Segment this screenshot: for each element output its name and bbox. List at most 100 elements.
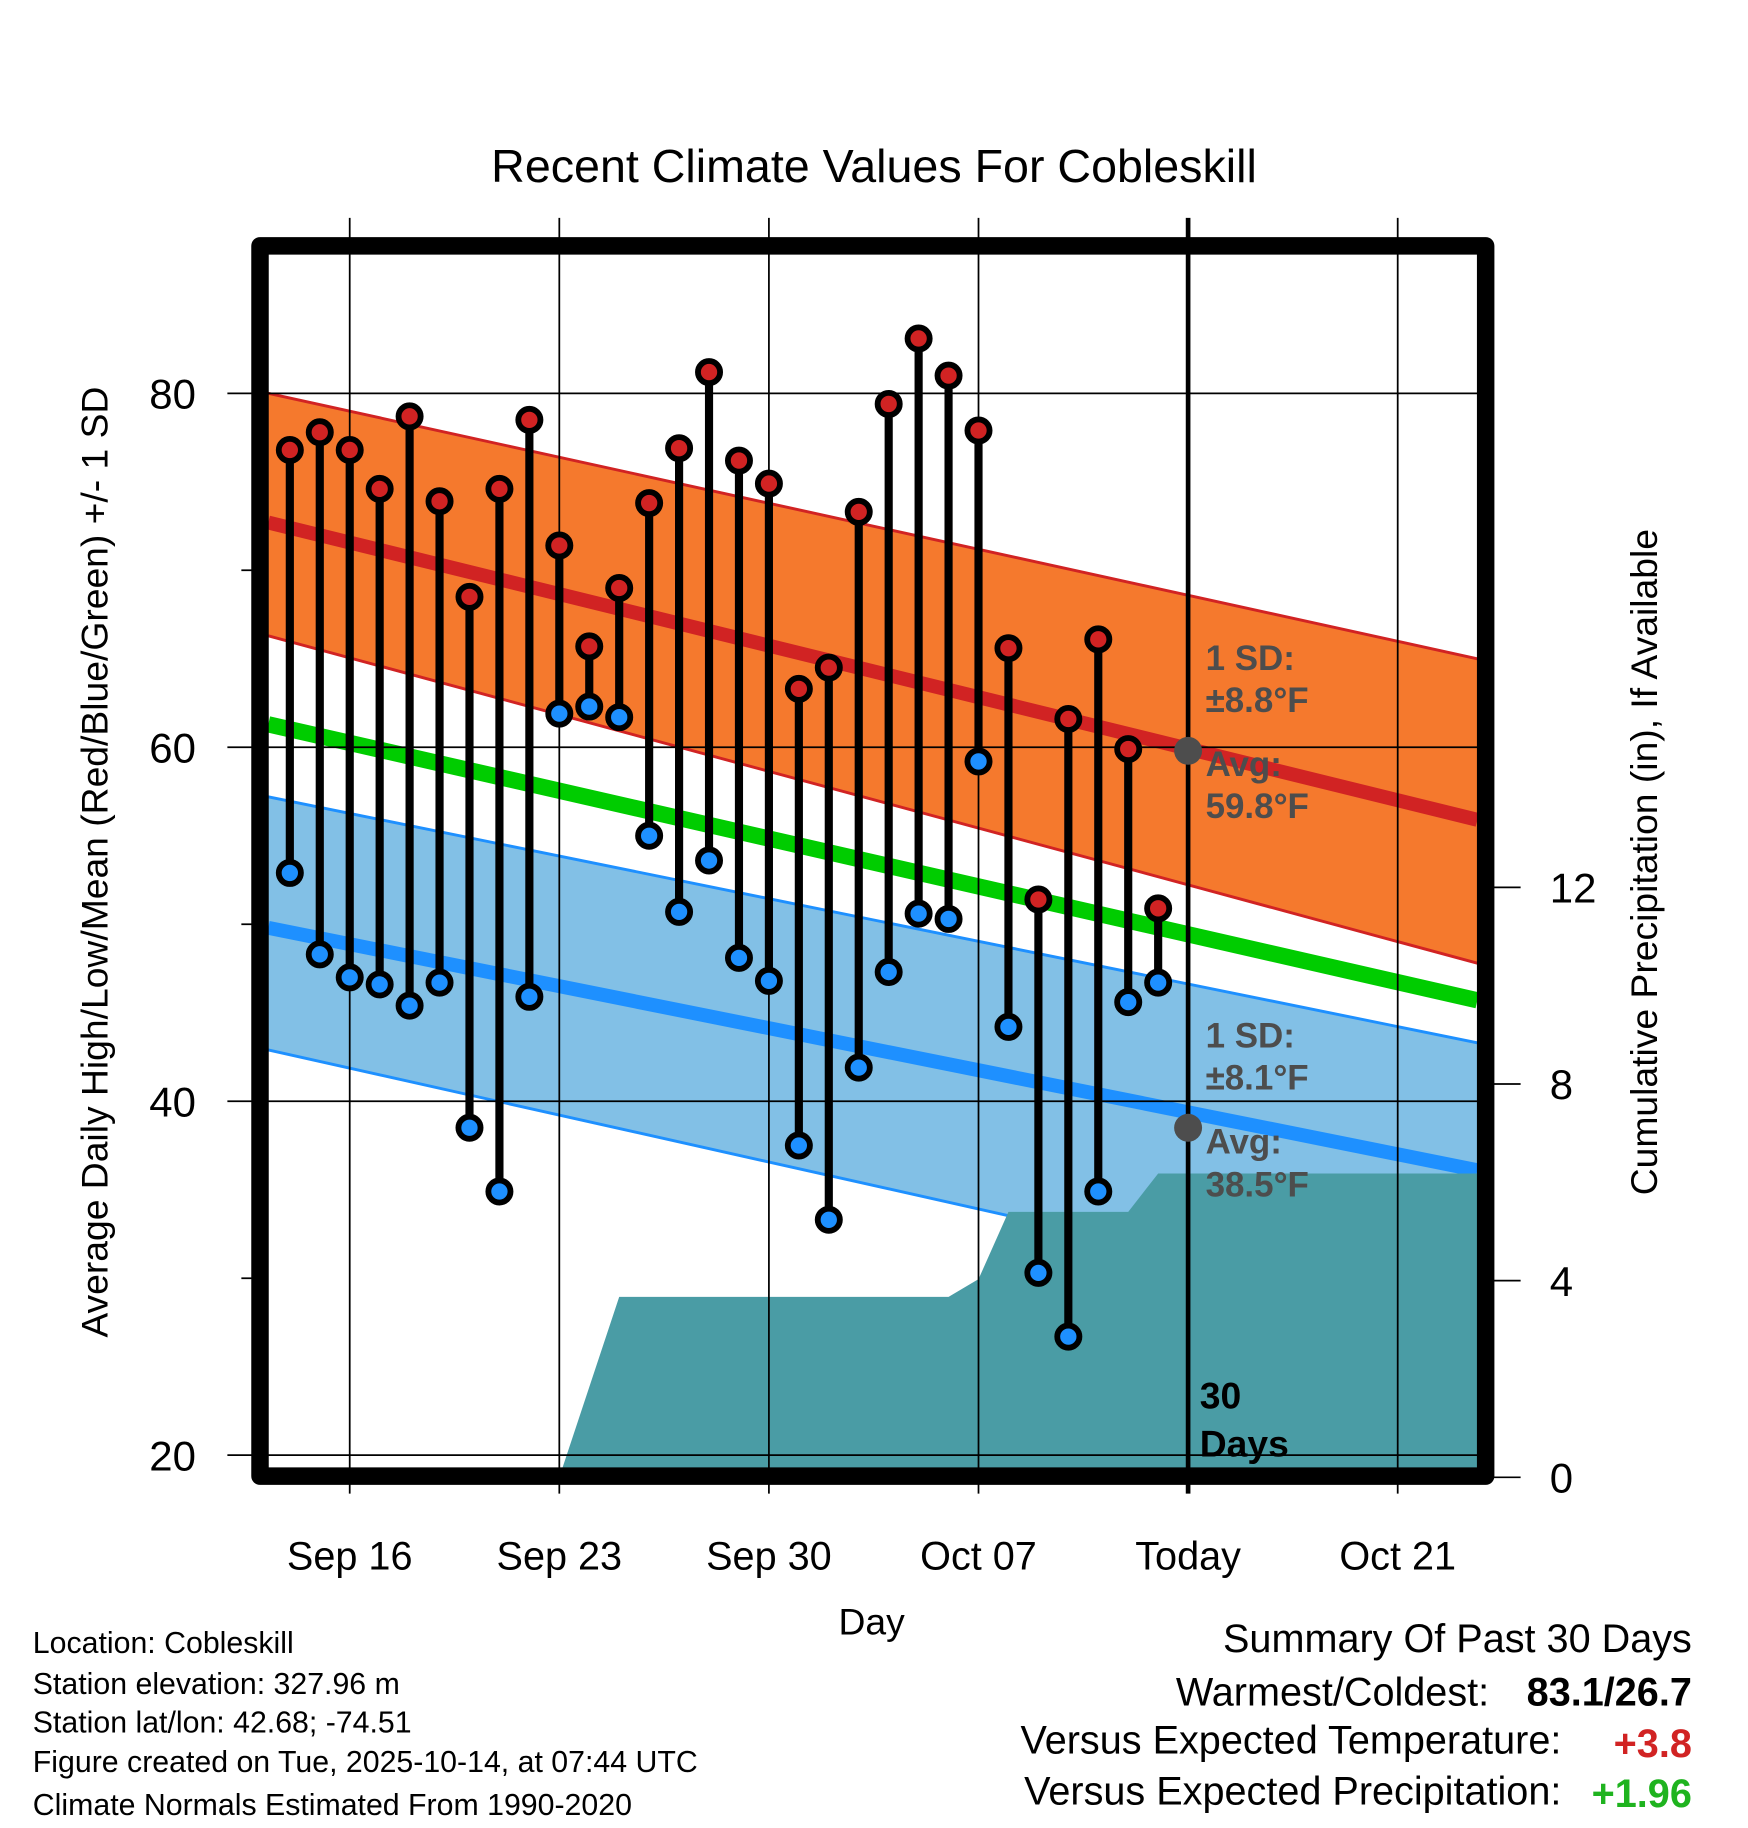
- summary-warm-cold-value: 83.1/26.7: [1527, 1671, 1692, 1715]
- daily-low-point: [635, 821, 664, 850]
- daily-low-point: [275, 858, 304, 887]
- daily-high-point: [754, 469, 783, 498]
- daily-high-point: [425, 487, 454, 516]
- annotation-high-avg-label: Avg:: [1206, 745, 1282, 784]
- footer-created: Figure created on Tue, 2025-10-14, at 07…: [33, 1746, 698, 1779]
- daily-high-point: [904, 324, 933, 353]
- summary-panel: Summary Of Past 30 Days Warmest/Coldest:…: [1020, 1617, 1691, 1816]
- y2-tick-label: 0: [1550, 1454, 1573, 1501]
- daily-low-point: [904, 899, 933, 928]
- daily-low-point: [695, 846, 724, 875]
- footer-elevation: Station elevation: 327.96 m: [33, 1668, 400, 1701]
- annotation-high-avg-value: 59.8°F: [1206, 787, 1309, 826]
- daily-low-point: [545, 699, 574, 728]
- low-avg-marker: [1174, 1113, 1203, 1142]
- y-tick-label: 60: [149, 724, 196, 771]
- daily-high-point: [485, 474, 514, 503]
- daily-low-point: [964, 747, 993, 776]
- footer-latlon: Station lat/lon: 42.68; -74.51: [33, 1706, 412, 1739]
- daily-low-point: [305, 940, 334, 969]
- daily-low-point: [814, 1205, 843, 1234]
- daily-high-point: [964, 416, 993, 445]
- y2-tick-label: 8: [1550, 1061, 1573, 1108]
- chart-title: Recent Climate Values For Cobleskill: [491, 140, 1257, 192]
- daily-low-point: [844, 1053, 873, 1082]
- daily-high-point: [1054, 704, 1083, 733]
- daily-high-point: [275, 435, 304, 464]
- y2-axis-label: Cumulative Precipitation (in), If Availa…: [1623, 529, 1665, 1195]
- daily-high-point: [784, 674, 813, 703]
- summary-temp-value: +3.8: [1614, 1722, 1692, 1766]
- x-tick-label: Sep 16: [287, 1534, 413, 1578]
- daily-low-point: [874, 958, 903, 987]
- daily-low-point: [665, 897, 694, 926]
- daily-high-point: [365, 474, 394, 503]
- daily-low-point: [485, 1177, 514, 1206]
- annotation-low-avg-label: Avg:: [1206, 1122, 1282, 1161]
- daily-low-point: [1054, 1322, 1083, 1351]
- y2-tick-label: 12: [1550, 864, 1597, 911]
- summary-precip-value: +1.96: [1592, 1772, 1692, 1816]
- daily-high-point: [934, 361, 963, 390]
- daily-high-point: [575, 632, 604, 661]
- daily-high-point: [724, 446, 753, 475]
- daily-low-point: [994, 1012, 1023, 1041]
- daily-high-point: [814, 653, 843, 682]
- x-tick-label: Today: [1135, 1534, 1241, 1578]
- daily-high-point: [1024, 885, 1053, 914]
- x-tick-label: Sep 30: [706, 1534, 832, 1578]
- daily-high-point: [665, 434, 694, 463]
- daily-high-point: [395, 402, 424, 431]
- daily-low-point: [455, 1113, 484, 1142]
- daily-high-point: [1144, 894, 1173, 923]
- daily-high-point: [305, 418, 334, 447]
- daily-low-point: [1084, 1177, 1113, 1206]
- y-axis-label: Average Daily High/Low/Mean (Red/Blue/Gr…: [73, 387, 115, 1338]
- y2-tick-label: 4: [1550, 1258, 1573, 1305]
- daily-low-point: [1114, 988, 1143, 1017]
- annotation-period-num: 30: [1200, 1375, 1241, 1417]
- x-tick-label: Oct 21: [1339, 1534, 1456, 1578]
- annotation-low-avg-value: 38.5°F: [1206, 1166, 1309, 1205]
- summary-precip-label: Versus Expected Precipitation:: [1024, 1770, 1561, 1814]
- normal-high-line: [268, 515, 1478, 827]
- summary-title: Summary Of Past 30 Days: [1223, 1617, 1692, 1661]
- daily-low-point: [754, 966, 783, 995]
- daily-low-point: [1144, 968, 1173, 997]
- daily-high-point: [994, 634, 1023, 663]
- plot-frame: [251, 237, 1495, 1485]
- daily-low-point: [575, 692, 604, 721]
- daily-low-point: [365, 970, 394, 999]
- plot-inner: [268, 391, 1478, 1468]
- x-tick-label: Oct 07: [920, 1534, 1037, 1578]
- high-sd-band-upper-edge: [268, 391, 1478, 661]
- daily-low-point: [784, 1131, 813, 1160]
- daily-high-point: [635, 489, 664, 518]
- annotation-low-sd-value: ±8.1°F: [1206, 1058, 1309, 1097]
- annotation-low-sd-label: 1 SD:: [1206, 1016, 1295, 1055]
- footer-normals: Climate Normals Estimated From 1990-2020: [33, 1789, 632, 1822]
- annotation-high-sd-label: 1 SD:: [1206, 639, 1295, 678]
- high-avg-marker: [1174, 736, 1203, 765]
- daily-high-point: [1114, 735, 1143, 764]
- daily-high-point: [455, 582, 484, 611]
- precipitation-area: [559, 1173, 1478, 1468]
- footer-info: Location: Cobleskill Station elevation: …: [33, 1627, 698, 1822]
- daily-high-point: [335, 435, 364, 464]
- summary-temp-label: Versus Expected Temperature:: [1020, 1718, 1561, 1762]
- daily-high-point: [874, 389, 903, 418]
- daily-low-point: [425, 968, 454, 997]
- daily-low-point: [934, 904, 963, 933]
- y-tick-label: 40: [149, 1078, 196, 1125]
- daily-low-point: [395, 991, 424, 1020]
- y-tick-label: 80: [149, 370, 196, 417]
- y-tick-label: 20: [149, 1432, 196, 1479]
- daily-low-point: [335, 963, 364, 992]
- daily-high-point: [844, 497, 873, 526]
- daily-high-point: [605, 574, 634, 602]
- daily-high-point: [545, 531, 574, 560]
- x-tick-label: Sep 23: [497, 1534, 623, 1578]
- daily-low-point: [515, 982, 544, 1011]
